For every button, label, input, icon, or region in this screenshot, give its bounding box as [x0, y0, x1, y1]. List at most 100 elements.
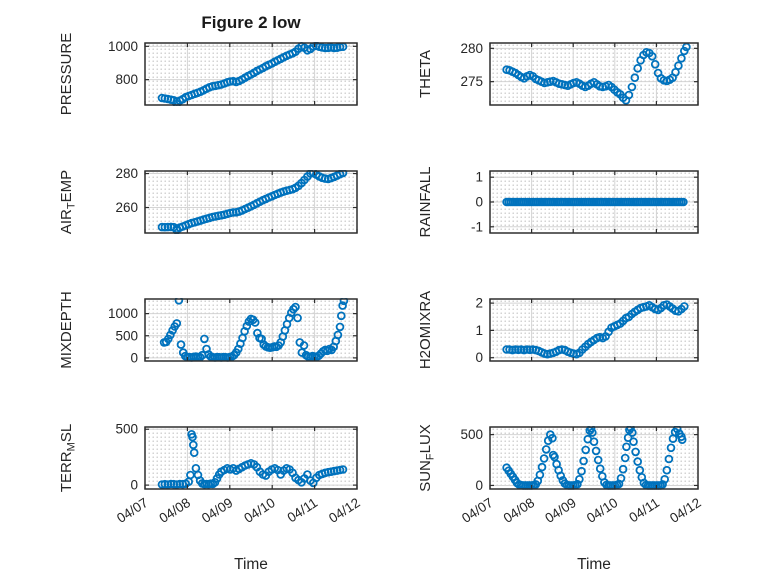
axes-box: [144, 298, 358, 362]
data-marker: [299, 341, 309, 350]
series-h2omixra: [502, 300, 689, 359]
series-rainfall: [502, 197, 688, 207]
ylabel-text: TERR: [58, 451, 75, 492]
axes-box: [144, 170, 358, 234]
y-tick-label: 0: [475, 195, 483, 210]
y-tick-label: 280: [460, 41, 483, 56]
data-marker: [591, 446, 601, 456]
y-tick-label: -1: [471, 219, 483, 234]
ylabel-text: SL: [58, 424, 75, 442]
data-marker: [157, 222, 167, 232]
data-marker: [242, 321, 252, 331]
data-marker: [289, 304, 298, 314]
data-marker: [620, 453, 630, 463]
data-marker: [622, 442, 631, 452]
data-marker: [541, 445, 551, 454]
data-marker: [556, 471, 565, 481]
ylabel-text: PRESSURE: [58, 33, 75, 116]
ylabel-subscript: T: [66, 202, 78, 209]
y-tick-label: 2: [475, 296, 483, 311]
figure-title: Figure 2 low: [201, 13, 301, 32]
y-tick-label: 0: [130, 350, 138, 365]
y-tick-label: 1: [475, 170, 483, 185]
x-tick-label: 04/07: [114, 495, 151, 526]
data-marker: [338, 170, 348, 178]
data-marker: [679, 302, 689, 311]
data-marker: [666, 443, 676, 453]
data-marker: [200, 334, 209, 344]
y-tick-label: 500: [115, 328, 138, 343]
data-marker: [176, 340, 186, 349]
subplot-terrmsl: 0 500 04/07 04/08 04/09 04/10 04/11 04/12 TERRMS…: [58, 422, 363, 526]
x-tick-label: 04/09: [199, 495, 236, 526]
x-tick-label: 04/11: [626, 495, 662, 525]
axes-box: [144, 426, 358, 490]
series-terrmsl: [157, 429, 348, 489]
data-marker: [587, 428, 597, 437]
x-tick-label: 04/09: [542, 495, 579, 526]
data-marker: [293, 313, 302, 323]
data-marker: [595, 464, 605, 474]
series-theta: [502, 42, 691, 105]
data-marker: [338, 301, 347, 310]
x-tick-label: 04/10: [241, 495, 278, 526]
y-tick-label: 260: [115, 200, 138, 215]
axes-box: [144, 42, 358, 106]
minor-grid: [146, 428, 356, 488]
subplot-h2omixra: 0 1 2 H2OMIXRA: [417, 291, 699, 369]
data-marker: [616, 473, 626, 483]
data-marker: [250, 318, 260, 327]
axis-ylabel-sunflux: SUNFLUX: [417, 424, 437, 492]
data-marker: [679, 197, 688, 207]
data-marker: [579, 456, 588, 466]
ylabel-text: EMP: [58, 170, 75, 203]
data-marker: [338, 465, 348, 474]
y-tick-label: 500: [115, 422, 138, 437]
data-marker: [677, 435, 687, 445]
data-marker: [573, 479, 582, 489]
ylabel-text: RAINFALL: [417, 167, 434, 238]
axis-ylabel-airtemp: AIRTEMP: [58, 170, 78, 234]
data-marker: [548, 433, 557, 443]
x-tick-label: 04/12: [326, 495, 363, 526]
data-marker: [314, 351, 324, 361]
data-marker: [539, 454, 549, 463]
axis-ylabel-rainfall: RAINFALL: [417, 167, 434, 238]
y-tick-label: 280: [115, 166, 138, 181]
data-marker: [166, 330, 175, 340]
data-marker: [537, 462, 547, 472]
axis-ylabel-h2omixra: H2OMIXRA: [417, 291, 434, 369]
data-marker: [674, 61, 683, 70]
series-pressure: [157, 42, 348, 106]
x-tick-label: 04/11: [285, 495, 321, 525]
data-marker: [189, 448, 199, 458]
ylabel-text: SUN: [417, 460, 434, 492]
data-marker: [589, 437, 599, 447]
axis-ylabel-pressure: PRESSURE: [58, 33, 75, 116]
axis-ylabel-mixdepth: MIXDEPTH: [58, 291, 75, 369]
data-marker: [581, 445, 590, 455]
data-marker: [174, 298, 184, 305]
x-tick-label: 04/12: [667, 495, 704, 526]
data-marker: [586, 426, 596, 433]
axis-ylabel-theta: THETA: [417, 50, 434, 98]
data-marker: [333, 330, 343, 340]
data-marker: [672, 426, 682, 434]
x-tick-label: 04/10: [584, 495, 621, 526]
data-marker: [336, 311, 346, 321]
data-marker: [677, 53, 686, 63]
data-marker: [631, 447, 640, 457]
y-tick-label: 500: [460, 427, 483, 442]
series-airtemp: [157, 170, 348, 234]
axis-ylabel-terrmsl: TERRMSL: [58, 424, 78, 492]
data-marker: [291, 302, 300, 312]
y-tick-label: 800: [115, 72, 138, 87]
ylabel-subscript: M: [66, 442, 78, 451]
data-marker: [662, 465, 672, 475]
data-marker: [647, 51, 657, 61]
data-marker: [671, 68, 680, 77]
data-marker: [627, 428, 637, 437]
ylabel-text: LUX: [417, 424, 434, 453]
